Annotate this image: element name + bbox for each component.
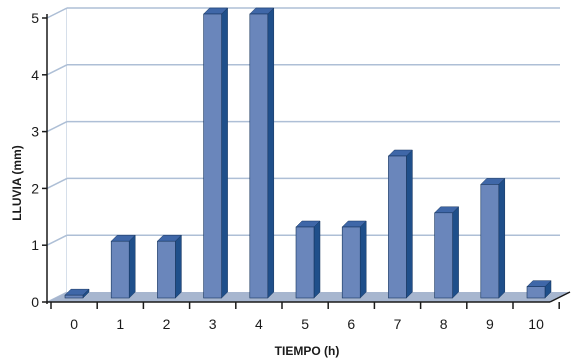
bar-front <box>480 184 500 299</box>
bar-front <box>157 240 176 299</box>
x-tick-label: 4 <box>255 316 263 332</box>
x-tick-label: 0 <box>70 316 78 332</box>
bar-front <box>110 240 130 299</box>
bar-side <box>452 206 459 299</box>
gridline-side <box>46 64 68 76</box>
axes <box>42 14 571 309</box>
bar-front <box>434 212 453 299</box>
x-tick-label: 10 <box>528 316 544 332</box>
bar-front <box>295 226 315 299</box>
bars <box>64 7 552 299</box>
bar-side <box>406 149 413 299</box>
bar-front <box>341 226 361 299</box>
x-axis-title: TIEMPO (h) <box>275 344 340 358</box>
bar <box>341 220 367 299</box>
bar-side <box>221 7 228 299</box>
bar <box>110 234 136 299</box>
bar <box>295 220 321 299</box>
x-tick-label: 9 <box>486 316 494 332</box>
bar-front <box>388 155 407 299</box>
bar-front <box>249 13 269 299</box>
y-tick-label: 3 <box>31 124 39 140</box>
x-tick-label: 6 <box>347 316 355 332</box>
y-tick-label: 1 <box>31 237 39 253</box>
bar-side <box>498 177 506 299</box>
bar-side <box>128 234 136 299</box>
bar <box>156 234 183 299</box>
y-tick-label: 4 <box>31 67 39 83</box>
bar-front <box>64 294 84 299</box>
bar <box>202 7 229 299</box>
x-tick-labels: 0 1 2 3 4 5 6 7 8 9 10 <box>70 316 544 332</box>
gridline-side <box>46 120 68 133</box>
gridlines <box>46 7 560 246</box>
y-tick-label: 2 <box>31 180 39 196</box>
x-tick-label: 2 <box>163 316 171 332</box>
bar-front <box>526 286 546 299</box>
bar-side <box>267 7 275 299</box>
x-tick-label: 7 <box>394 316 402 332</box>
bar <box>433 206 460 299</box>
x-axis-depth-line <box>549 291 571 303</box>
bar-front <box>203 13 222 299</box>
y-axis-title: LLUVIA (mm) <box>10 145 24 221</box>
gridline-side <box>46 234 68 246</box>
x-tick-label: 3 <box>209 316 217 332</box>
bar-side <box>313 220 321 299</box>
side-wall <box>46 7 68 303</box>
x-tick-label: 5 <box>301 316 309 332</box>
bar <box>64 288 90 299</box>
y-tick-labels: 0 1 2 3 4 5 <box>31 10 39 310</box>
bar <box>480 177 506 299</box>
x-tick-label: 1 <box>116 316 124 332</box>
y-tick-label: 5 <box>31 10 39 26</box>
x-tick-label: 8 <box>440 316 448 332</box>
gridline-side <box>46 7 68 19</box>
bar <box>387 149 414 299</box>
y-tick-label: 0 <box>31 294 39 310</box>
bar <box>526 280 552 299</box>
bar-side <box>359 220 367 299</box>
bar <box>249 7 275 299</box>
gridline-side <box>46 177 68 190</box>
bar-side <box>175 234 182 299</box>
